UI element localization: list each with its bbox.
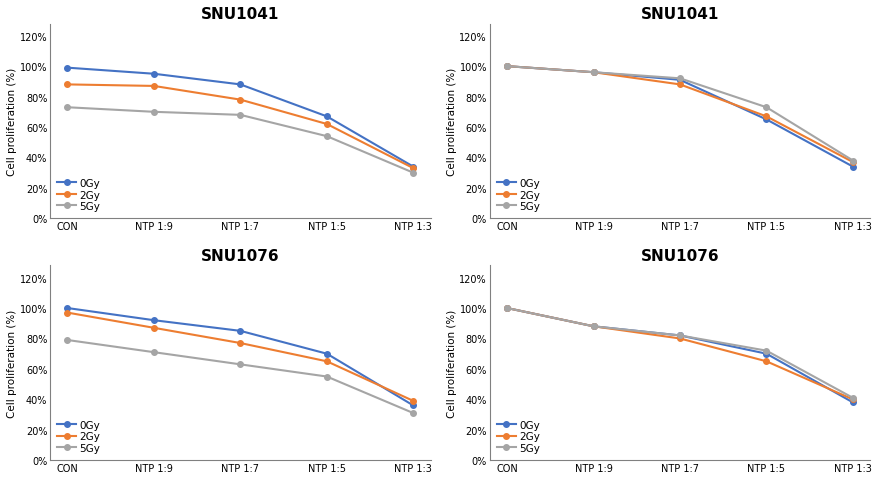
0Gy (322, 351, 333, 357)
5Gy (235, 362, 246, 368)
2Gy (588, 324, 599, 329)
2Gy (408, 398, 419, 404)
5Gy (235, 113, 246, 119)
2Gy (322, 359, 333, 364)
0Gy (502, 64, 512, 70)
0Gy (675, 78, 685, 84)
Line: 2Gy: 2Gy (505, 64, 856, 166)
2Gy (502, 64, 512, 70)
0Gy (148, 72, 159, 77)
0Gy (502, 305, 512, 311)
5Gy (322, 134, 333, 140)
Line: 5Gy: 5Gy (64, 337, 416, 416)
0Gy (848, 164, 858, 170)
Line: 5Gy: 5Gy (64, 105, 416, 176)
Title: SNU1076: SNU1076 (201, 248, 280, 264)
Legend: 0Gy, 2Gy, 5Gy: 0Gy, 2Gy, 5Gy (56, 418, 102, 455)
Line: 5Gy: 5Gy (505, 64, 856, 164)
0Gy (848, 400, 858, 406)
2Gy (675, 336, 685, 342)
Title: SNU1041: SNU1041 (201, 7, 280, 22)
2Gy (761, 359, 772, 364)
0Gy (675, 333, 685, 338)
0Gy (62, 305, 72, 311)
2Gy (62, 83, 72, 88)
5Gy (502, 64, 512, 70)
Y-axis label: Cell proliferation (%): Cell proliferation (%) (7, 309, 17, 417)
2Gy (848, 160, 858, 166)
5Gy (408, 410, 419, 416)
5Gy (408, 170, 419, 176)
2Gy (322, 122, 333, 128)
Line: 0Gy: 0Gy (64, 66, 416, 170)
5Gy (761, 348, 772, 354)
0Gy (322, 114, 333, 120)
0Gy (408, 164, 419, 170)
2Gy (848, 396, 858, 402)
0Gy (761, 117, 772, 123)
5Gy (675, 76, 685, 82)
2Gy (408, 166, 419, 172)
2Gy (675, 83, 685, 88)
5Gy (62, 105, 72, 111)
Line: 0Gy: 0Gy (64, 306, 416, 408)
5Gy (675, 333, 685, 338)
Line: 5Gy: 5Gy (505, 306, 856, 401)
5Gy (761, 105, 772, 111)
0Gy (148, 318, 159, 324)
2Gy (235, 340, 246, 346)
5Gy (322, 374, 333, 380)
5Gy (588, 70, 599, 76)
5Gy (588, 324, 599, 329)
5Gy (62, 337, 72, 343)
Line: 2Gy: 2Gy (505, 306, 856, 402)
5Gy (148, 349, 159, 355)
0Gy (62, 66, 72, 72)
Y-axis label: Cell proliferation (%): Cell proliferation (%) (446, 309, 457, 417)
0Gy (588, 70, 599, 76)
2Gy (502, 305, 512, 311)
Line: 2Gy: 2Gy (64, 83, 416, 171)
Y-axis label: Cell proliferation (%): Cell proliferation (%) (7, 68, 17, 176)
5Gy (148, 110, 159, 116)
Line: 0Gy: 0Gy (505, 64, 856, 170)
0Gy (235, 83, 246, 88)
0Gy (588, 324, 599, 329)
0Gy (761, 351, 772, 357)
2Gy (62, 310, 72, 316)
Line: 0Gy: 0Gy (505, 306, 856, 405)
0Gy (235, 328, 246, 334)
Legend: 0Gy, 2Gy, 5Gy: 0Gy, 2Gy, 5Gy (495, 418, 542, 455)
Line: 2Gy: 2Gy (64, 310, 416, 404)
2Gy (235, 97, 246, 103)
2Gy (148, 84, 159, 90)
0Gy (408, 403, 419, 408)
2Gy (761, 114, 772, 120)
Title: SNU1076: SNU1076 (640, 248, 720, 264)
5Gy (502, 305, 512, 311)
5Gy (848, 158, 858, 164)
5Gy (848, 395, 858, 401)
2Gy (588, 70, 599, 76)
Title: SNU1041: SNU1041 (641, 7, 719, 22)
2Gy (148, 325, 159, 331)
Legend: 0Gy, 2Gy, 5Gy: 0Gy, 2Gy, 5Gy (495, 177, 542, 214)
Y-axis label: Cell proliferation (%): Cell proliferation (%) (446, 68, 457, 176)
Legend: 0Gy, 2Gy, 5Gy: 0Gy, 2Gy, 5Gy (56, 177, 102, 214)
